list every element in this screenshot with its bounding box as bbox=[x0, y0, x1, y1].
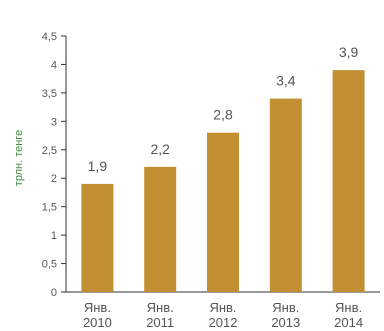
x-tick-label: Янв. 2010 bbox=[83, 300, 112, 330]
y-tick-label: 4,5 bbox=[42, 31, 57, 43]
y-tick-label: 0,5 bbox=[42, 259, 57, 271]
y-tick-label: 4 bbox=[51, 59, 57, 71]
y-tick-label: 2,5 bbox=[42, 145, 57, 157]
y-tick-label: 1,5 bbox=[42, 202, 57, 214]
y-tick-label: 3 bbox=[51, 116, 57, 128]
x-tick-label: Янв. 2013 bbox=[271, 300, 300, 330]
axes: 0 0,5 1 1,5 2 2,5 3 3,5 4 4,5 bbox=[42, 31, 380, 299]
x-tick-label: Янв. 2011 bbox=[146, 300, 174, 330]
data-label: 2,2 bbox=[150, 141, 170, 157]
bar bbox=[81, 183, 114, 292]
labels: 1,9 Янв. 2010 2,2 Янв. 2011 2,8 Янв. 2012 3,4 Янв.… bbox=[83, 44, 363, 330]
bar bbox=[269, 98, 302, 292]
y-tick-label: 0 bbox=[51, 287, 57, 299]
x-tick-label: Янв. 2012 bbox=[209, 300, 238, 330]
x-tick-label: Янв. 2014 bbox=[334, 300, 363, 330]
data-label: 3,4 bbox=[276, 73, 296, 89]
bar bbox=[207, 132, 239, 292]
data-label: 1,9 bbox=[88, 158, 108, 174]
data-label: 2,8 bbox=[213, 107, 233, 123]
data-label: 3,9 bbox=[339, 44, 359, 60]
y-tick-label: 1 bbox=[51, 230, 57, 242]
y-tick-label: 3,5 bbox=[42, 88, 57, 100]
y-tick-label: 2 bbox=[51, 173, 57, 185]
bars bbox=[81, 70, 365, 292]
y-axis-title: трлн. тенге bbox=[13, 130, 25, 186]
bar bbox=[332, 70, 365, 292]
bar bbox=[144, 166, 177, 292]
